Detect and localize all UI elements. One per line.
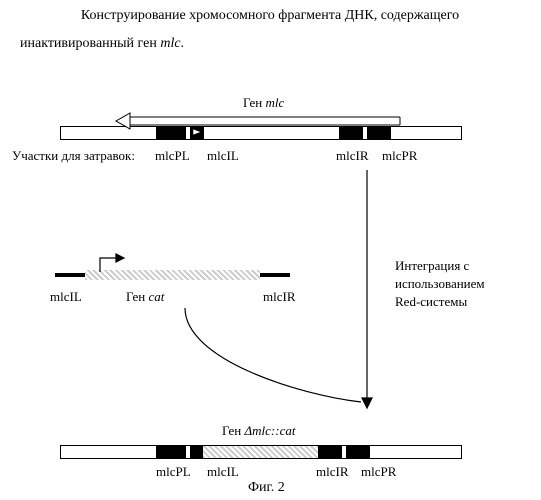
title-line-2-mlc: mlc: [160, 36, 180, 51]
cat-cassette: [55, 270, 290, 280]
label-mlcIL-mid: mlcIL: [50, 289, 82, 305]
cat-gene-b: cat: [149, 289, 165, 304]
title-line-2: инактивированный ген mlc.: [20, 36, 520, 52]
top-chromosome: [60, 126, 462, 140]
label-mlcIR-mid: mlcIR: [263, 289, 296, 305]
bottom-gene-label: Ген Δmlc::cat: [222, 423, 295, 439]
top-gene-label-a: Ген: [243, 95, 266, 110]
cat-gene-label: Ген cat: [126, 289, 164, 305]
label-mlcIR-bot: mlcIR: [316, 464, 349, 480]
bottom-chromosome: [60, 445, 462, 459]
top-gene-label: Ген mlc: [243, 95, 284, 111]
label-mlcIL-top: mlcIL: [207, 148, 239, 164]
figure-caption: Фиг. 2: [248, 480, 285, 496]
label-mlcPR-bot: mlcPR: [361, 464, 396, 480]
title-line-2a: инактивированный ген: [20, 36, 160, 51]
integration-line1: Интеграция с: [395, 258, 469, 274]
bottom-gene-a: Ген: [222, 423, 245, 438]
title-line-1: Конструирование хромосомного фрагмента Д…: [20, 8, 520, 24]
label-mlcIL-bot: mlcIL: [207, 464, 239, 480]
label-mlcPL-top: mlcPL: [155, 148, 190, 164]
top-gene-label-b: mlc: [266, 95, 285, 110]
primer-row-label: Участки для затравок:: [12, 148, 135, 164]
title-line-2c: .: [181, 36, 185, 51]
bottom-gene-b: Δmlc::cat: [245, 423, 296, 438]
label-mlcPR-top: mlcPR: [382, 148, 417, 164]
label-mlcIR-top: mlcIR: [336, 148, 369, 164]
label-mlcPL-bot: mlcPL: [156, 464, 191, 480]
integration-line3: Red-системы: [395, 294, 467, 310]
integration-line2: использованием: [395, 276, 485, 292]
cat-gene-a: Ген: [126, 289, 149, 304]
